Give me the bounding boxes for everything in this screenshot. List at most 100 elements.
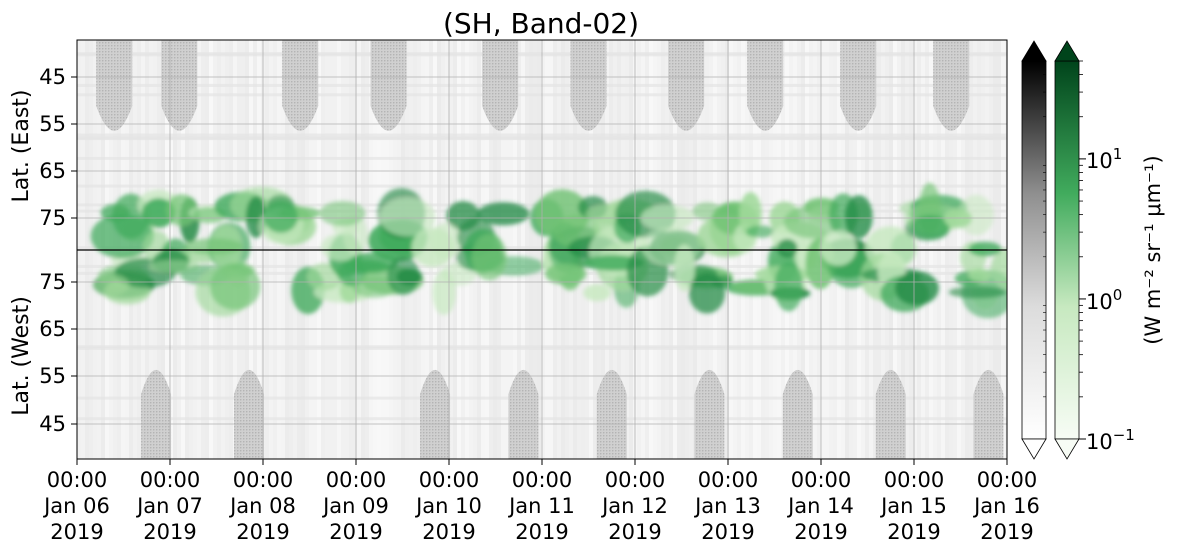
x-tick-label: Jan 12 xyxy=(600,494,668,518)
colorbar-ticks xyxy=(1043,60,1086,440)
x-tick-label: 2019 xyxy=(50,520,103,544)
x-tick-label: Jan 14 xyxy=(786,494,854,518)
y-tick-label: 45 xyxy=(39,412,66,436)
no-data-region xyxy=(596,369,627,459)
no-data-region xyxy=(668,40,705,131)
colorbar-extend-bottom xyxy=(1054,438,1080,460)
no-data-region xyxy=(141,369,172,459)
x-tick-label: Jan 10 xyxy=(414,494,482,518)
y-tick-label: 55 xyxy=(39,112,66,136)
x-tick-label: Jan 11 xyxy=(507,494,575,518)
y-tick-label: 65 xyxy=(39,159,66,183)
radiance-patch xyxy=(746,225,776,238)
chart-title: (SH, Band-02) xyxy=(443,7,639,40)
colorbar-tick-label: 101 xyxy=(1086,145,1122,173)
x-tick-label: 00:00 xyxy=(977,468,1038,492)
x-tick-label: Jan 16 xyxy=(972,494,1040,518)
y-tick-label: 55 xyxy=(39,364,66,388)
x-tick-label: 00:00 xyxy=(47,468,108,492)
x-tick-label: 00:00 xyxy=(791,468,852,492)
x-tick-label: 00:00 xyxy=(698,468,759,492)
no-data-region xyxy=(933,40,970,131)
radiance-patch xyxy=(477,202,530,226)
colorbar-tick-label: 100 xyxy=(1086,286,1122,314)
x-tick-label: 00:00 xyxy=(233,468,294,492)
radiance-patch xyxy=(777,239,798,258)
radiance-patch xyxy=(948,286,1007,299)
x-tick-label: 2019 xyxy=(236,520,289,544)
no-data-region xyxy=(420,369,451,459)
x-tick-label: 2019 xyxy=(422,520,475,544)
colorbar-extend-top xyxy=(1054,40,1080,62)
radiance-patch xyxy=(774,262,803,312)
y-axis-label-east: Lat. (East) xyxy=(9,90,34,203)
x-tick-label: 00:00 xyxy=(326,468,387,492)
no-data-region xyxy=(508,369,539,459)
colorbar-extend-bottom xyxy=(1021,438,1047,460)
no-data-region xyxy=(482,40,519,131)
radiance-patch xyxy=(94,273,130,296)
no-data-region xyxy=(370,40,407,131)
radiance-patch xyxy=(432,270,456,316)
x-tick-label: 2019 xyxy=(143,520,196,544)
radiance-patch xyxy=(783,205,842,239)
radiance-patch xyxy=(583,284,612,302)
x-tick-label: 00:00 xyxy=(884,468,945,492)
x-tick-label: 2019 xyxy=(980,520,1033,544)
radiance-patch xyxy=(379,197,436,237)
x-tick-label: 00:00 xyxy=(419,468,480,492)
radiance-patch xyxy=(894,271,939,306)
no-data-region xyxy=(234,369,265,459)
radiance-patch xyxy=(640,204,694,231)
radiance-patch xyxy=(429,223,462,259)
x-tick-label: Jan 06 xyxy=(42,494,110,518)
x-tick-label: Jan 13 xyxy=(693,494,761,518)
no-data-region xyxy=(694,369,725,459)
radiance-patch xyxy=(184,238,243,255)
colorbar-tick-label: 10−1 xyxy=(1086,426,1135,454)
no-data-region xyxy=(570,40,607,131)
radiance-patch xyxy=(844,195,873,239)
radiance-patch xyxy=(263,200,298,233)
radiance-patch xyxy=(990,248,1007,289)
no-data-region xyxy=(161,40,198,131)
colorbar-label: (W m⁻² sr⁻¹ μm⁻¹) xyxy=(1141,155,1165,345)
colorbar-greens: 101 100 10−1 (W m⁻² sr⁻¹ μm⁻¹) xyxy=(1043,40,1165,460)
radiance-patch xyxy=(968,241,1002,257)
y-tick-label: 45 xyxy=(39,65,66,89)
y-axis-east: 45 55 65 75 Lat. (East) xyxy=(9,65,77,230)
radiance-patch xyxy=(673,243,695,292)
radiance-patch xyxy=(711,274,733,289)
x-tick-label: 2019 xyxy=(701,520,754,544)
no-data-region xyxy=(96,40,133,131)
radiance-patch xyxy=(90,213,154,259)
y-tick-label: 75 xyxy=(39,270,66,294)
x-tick-label: 00:00 xyxy=(512,468,573,492)
radiance-patch xyxy=(544,263,587,285)
no-data-region xyxy=(973,369,1004,459)
x-tick-label: 2019 xyxy=(794,520,847,544)
no-data-region xyxy=(782,369,813,459)
x-tick-label: Jan 08 xyxy=(228,494,296,518)
no-data-region xyxy=(875,369,906,459)
radiance-patch xyxy=(943,208,972,229)
radiance-patch xyxy=(352,275,397,298)
x-tick-label: 00:00 xyxy=(140,468,201,492)
radiance-patch xyxy=(739,192,762,237)
radiance-patch xyxy=(471,233,507,281)
colorbar-greys xyxy=(1021,40,1047,460)
x-tick-label: 2019 xyxy=(608,520,661,544)
x-tick-label: 00:00 xyxy=(605,468,666,492)
radiance-patch xyxy=(343,215,368,256)
radiance-patch xyxy=(319,200,366,227)
radiance-patch xyxy=(396,268,423,286)
y-axis-label-west: Lat. (West) xyxy=(9,296,34,416)
no-data-region xyxy=(282,40,319,131)
radiance-patch xyxy=(820,230,857,266)
radiance-patch xyxy=(911,215,950,240)
x-tick-label: Jan 07 xyxy=(135,494,203,518)
x-tick-label: 2019 xyxy=(887,520,940,544)
colorbar-extend-top xyxy=(1021,40,1047,62)
